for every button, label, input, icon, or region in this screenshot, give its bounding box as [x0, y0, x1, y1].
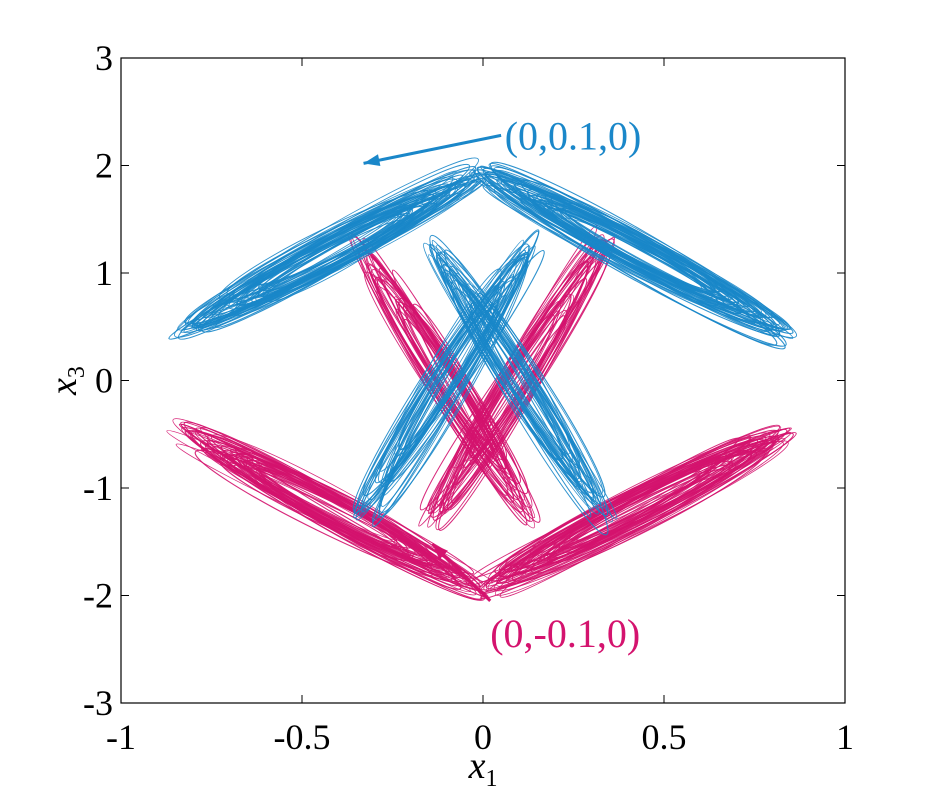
trajectory-loop	[226, 462, 442, 569]
trajectory-loop	[353, 249, 526, 515]
trajectory-loop	[471, 427, 791, 579]
trajectory-loop	[226, 197, 438, 307]
trajectory-loop	[391, 269, 512, 479]
trajectory-loop	[431, 239, 594, 510]
x-tick-label: -0.5	[274, 717, 331, 757]
x-tick-label: 0.5	[642, 717, 687, 757]
y-tick-label: 1	[95, 253, 113, 293]
y-tick-label: 3	[95, 38, 113, 78]
trajectory-loop	[206, 435, 457, 583]
trajectory-loop	[474, 169, 787, 347]
arrow-negative-head	[432, 543, 448, 560]
x-tick-label: 1	[836, 717, 854, 757]
trajectory-loop	[262, 214, 404, 298]
trajectory-layer	[166, 157, 798, 601]
y-tick-label: -3	[83, 683, 113, 723]
trajectory-loop	[436, 244, 613, 523]
trajectory-loop	[485, 173, 791, 330]
trajectory-loop	[559, 208, 714, 298]
tick-labels: -1 -0.5 0 0.5 1 -3 -2 -1 0 1 2 3	[83, 38, 854, 757]
x-tick-label: -1	[106, 717, 136, 757]
trajectory-series-0	[168, 157, 798, 536]
trajectory-loop	[511, 177, 767, 318]
trajectory-loop	[382, 276, 520, 496]
trajectory-loop	[172, 418, 481, 590]
annotation-arrows	[363, 133, 502, 602]
trajectory-loop	[494, 441, 769, 579]
trajectory-loop	[362, 257, 526, 507]
trajectory-loop	[232, 198, 430, 317]
trajectory-loop	[471, 315, 566, 459]
trajectory-loop	[252, 211, 402, 286]
trajectory-loop	[446, 272, 591, 479]
trajectory-loop	[476, 312, 563, 462]
trajectory-loop	[494, 435, 780, 574]
y-tick-label: -1	[83, 468, 113, 508]
trajectory-loop	[423, 242, 605, 509]
x-axis-label: x1	[468, 745, 498, 790]
trajectory-loop	[543, 463, 737, 562]
y-tick-label: 0	[95, 361, 113, 401]
trajectory-loop	[217, 192, 444, 306]
trajectory-loop	[428, 254, 597, 503]
trajectory-loop	[184, 430, 483, 587]
trajectory-loop	[206, 439, 462, 590]
trajectory-loop	[480, 432, 797, 600]
annotation-label-positive: (0,0.1,0)	[505, 113, 642, 158]
annotation-label-negative: (0,-0.1,0)	[490, 611, 640, 656]
tick-marks	[120, 57, 846, 704]
y-tick-label: 2	[95, 146, 113, 186]
trajectory-loop	[361, 249, 545, 513]
trajectory-loop	[552, 209, 724, 305]
trajectory-loop	[436, 261, 588, 506]
trajectory-loop	[462, 293, 572, 468]
y-tick-label: -2	[83, 576, 113, 616]
trajectory-loop	[378, 268, 502, 484]
arrow-positive-head	[363, 154, 381, 166]
arrow-positive-shaft	[363, 133, 502, 165]
x-tick-label: 0	[474, 717, 492, 757]
y-axis-label: x3	[43, 366, 90, 396]
trajectory-loop	[559, 457, 718, 550]
trajectory-loop	[519, 197, 742, 315]
trajectory-loop	[494, 171, 776, 337]
trajectory-loop	[476, 166, 786, 350]
trajectory-loop	[428, 243, 618, 520]
